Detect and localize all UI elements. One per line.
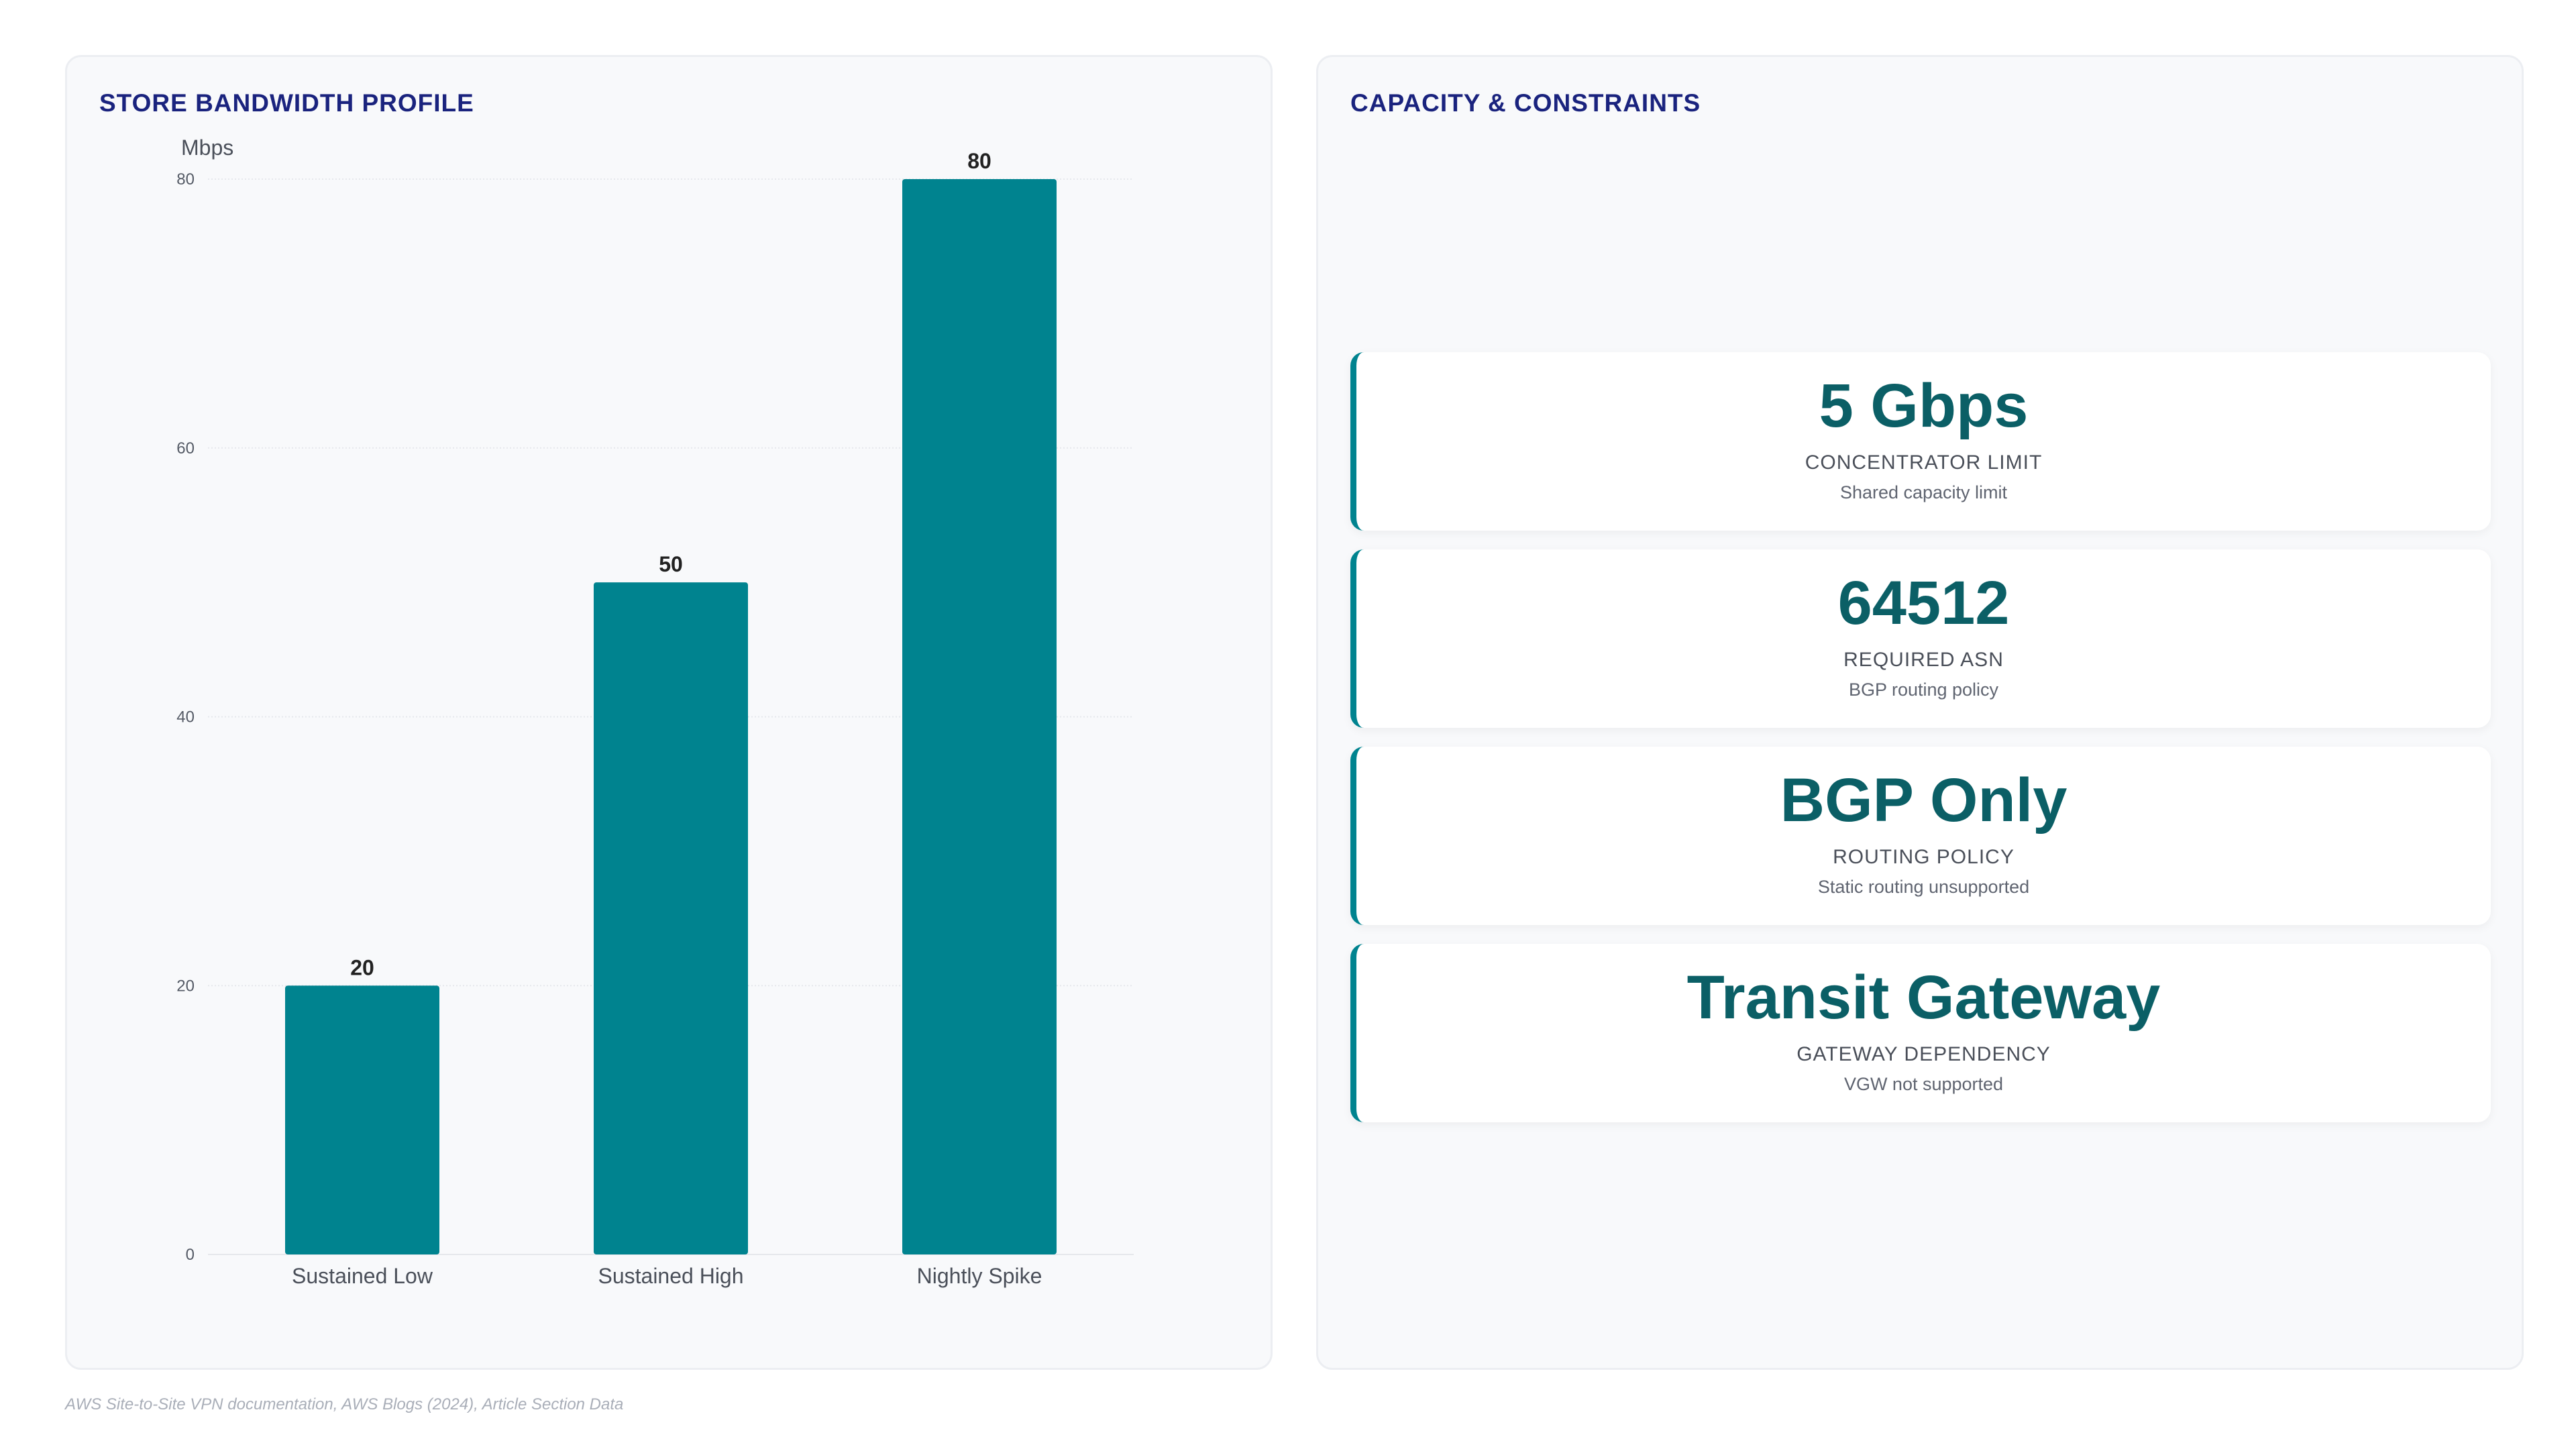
card-label: REQUIRED ASN [1843, 649, 2004, 671]
bar [902, 179, 1057, 1254]
bar-value-label: 50 [659, 552, 683, 576]
x-tick-label: Sustained High [598, 1264, 743, 1288]
bar [285, 985, 439, 1254]
card-value: 64512 [1837, 569, 2010, 637]
y-axis-label: Mbps [181, 136, 233, 160]
bar-value-label: 80 [967, 149, 991, 173]
x-tick-label: Sustained Low [292, 1264, 433, 1288]
card-label: GATEWAY DEPENDENCY [1796, 1043, 2051, 1065]
card-value: Transit Gateway [1686, 963, 2161, 1032]
card-subtitle: Shared capacity limit [1839, 482, 2008, 502]
constraint-card: 5 Gbps CONCENTRATOR LIMIT Shared capacit… [1350, 352, 2491, 531]
card-value: 5 Gbps [1819, 372, 2029, 440]
card-subtitle: BGP routing policy [1848, 680, 1999, 700]
constraint-card: 64512 REQUIRED ASN BGP routing policy [1350, 549, 2491, 728]
y-tick-label: 40 [176, 708, 195, 727]
bandwidth-bar-chart: 0 20 40 60 80 Mbps 20 Sustained Low 50 Sustained … [176, 136, 1134, 1288]
capacity-panel-title: CAPACITY & CONSTRAINTS [1350, 89, 1701, 117]
card-subtitle: VGW not supported [1843, 1074, 2004, 1094]
bar [594, 582, 748, 1254]
y-tick-label: 20 [176, 977, 195, 995]
y-tick-label: 60 [176, 439, 195, 458]
capacity-panel: CAPACITY & CONSTRAINTS 5 Gbps CONCENTRAT… [1316, 55, 2524, 1370]
constraint-card-list: 5 Gbps CONCENTRATOR LIMIT Shared capacit… [1350, 352, 2491, 1141]
y-tick-label: 80 [176, 170, 195, 189]
constraint-card: BGP Only ROUTING POLICY Static routing u… [1350, 747, 2491, 925]
bar-value-label: 20 [350, 955, 374, 979]
card-label: ROUTING POLICY [1833, 846, 2015, 868]
source-footnote: AWS Site-to-Site VPN documentation, AWS … [65, 1395, 624, 1413]
x-tick-label: Nightly Spike [917, 1264, 1042, 1288]
chart-panel-title: STORE BANDWIDTH PROFILE [99, 89, 474, 117]
y-tick-label: 0 [186, 1246, 195, 1264]
card-label: CONCENTRATOR LIMIT [1805, 451, 2043, 474]
card-subtitle: Static routing unsupported [1817, 877, 2030, 897]
card-value: BGP Only [1780, 766, 2068, 835]
bandwidth-chart-panel: STORE BANDWIDTH PROFILE 0 20 40 60 80 Mbps 20 S… [65, 55, 1273, 1370]
constraint-card: Transit Gateway GATEWAY DEPENDENCY VGW n… [1350, 944, 2491, 1122]
